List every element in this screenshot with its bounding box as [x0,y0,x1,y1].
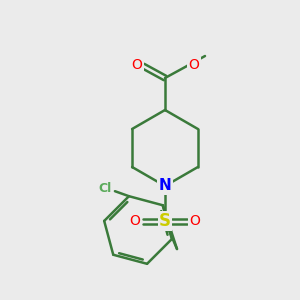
Text: N: N [159,178,171,194]
Text: Cl: Cl [98,182,112,195]
Text: S: S [159,212,171,230]
Text: O: O [132,58,142,72]
Text: O: O [189,58,200,72]
Text: O: O [190,214,200,228]
Text: O: O [130,214,140,228]
